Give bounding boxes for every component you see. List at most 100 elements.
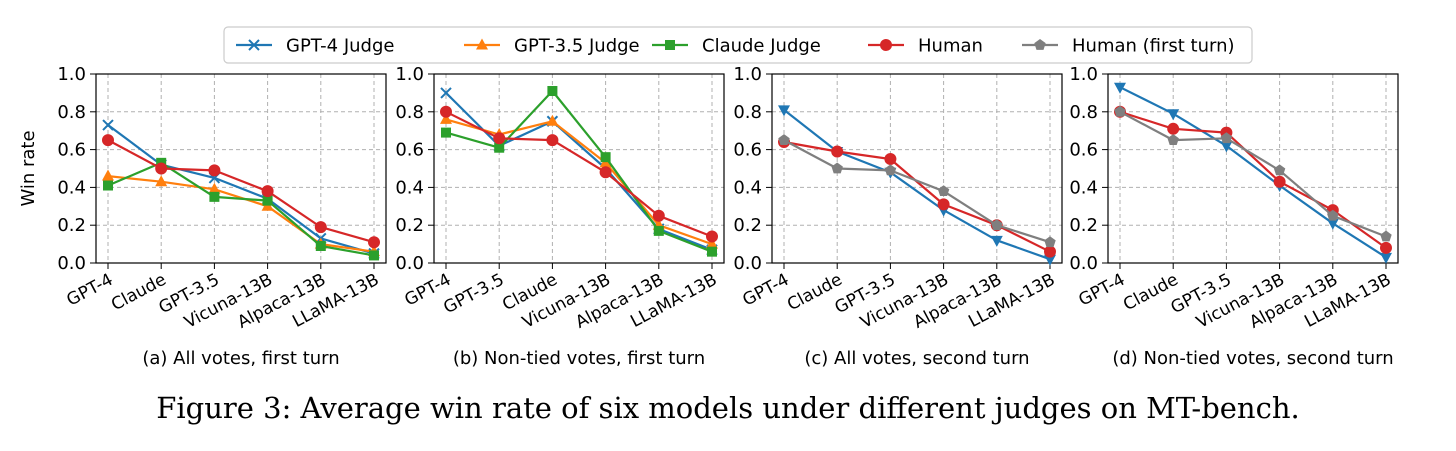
data-point [1327,209,1339,221]
data-point [261,185,274,198]
data-point [1380,241,1392,254]
x-tick-label: GPT-4 [740,270,793,311]
y-tick-label: 0.2 [395,215,424,236]
y-tick-label: 0.2 [57,215,86,236]
y-tick-label: 1.0 [1069,64,1098,85]
y-tick-label: 0.4 [1069,177,1098,198]
y-tick-label: 0.4 [395,177,424,198]
data-point [884,153,897,166]
data-point [1380,252,1392,264]
data-point [1044,254,1056,266]
plot-frame [433,73,725,264]
legend-label: Claude Judge [702,36,821,57]
data-point [494,142,505,153]
data-point [102,119,114,131]
series-gpt-4-judge [1114,82,1392,264]
series-line [783,139,1051,244]
y-tick-label: 0.0 [1069,253,1098,274]
legend-entry-human: Human [868,36,983,57]
legend-label: GPT-3.5 Judge [514,36,640,57]
plot-frame [771,73,1063,264]
data-point [991,219,1003,231]
data-point [1220,141,1233,153]
data-point [706,237,718,249]
data-point [314,221,327,234]
plot-frame [1107,73,1399,264]
data-point [315,240,326,251]
series-gpt-4-judge [440,87,718,256]
y-tick-label: 0.4 [57,177,86,198]
data-point [102,169,114,181]
data-point [937,198,950,211]
legend-entry-gpt-3-5-judge: GPT-3.5 Judge [464,36,640,57]
series-gpt-4-judge [102,119,380,260]
data-point [1167,109,1180,121]
panel-d: 0.00.20.40.60.81.0GPT-4ClaudeGPT-3.5Vicu… [1069,64,1399,369]
legend-marker [1034,39,1046,50]
legend-entry-claude-judge: Claude Judge [652,36,821,57]
panel-caption: (a) All votes, first turn [142,348,339,369]
legend-label: Human [918,36,983,57]
x-tick-label: GPT-4 [64,270,117,311]
series-line [1119,110,1387,249]
data-point [652,209,665,222]
y-tick-label: 0.8 [57,102,86,123]
y-tick-label: 0.4 [733,177,762,198]
y-tick-label: 0.2 [733,215,762,236]
data-point [937,185,950,196]
data-point [706,230,718,243]
figure-caption: Figure 3: Average win rate of six models… [156,391,1300,425]
data-point [1326,218,1339,230]
legend-frame [223,26,1253,64]
data-point [778,105,790,117]
series-line [1119,110,1387,238]
data-point [493,132,506,145]
legend-marker [248,39,260,51]
y-tick-label: 0.6 [395,140,424,161]
data-point [1114,105,1126,117]
data-point [546,114,559,126]
panel-c: 0.00.20.40.60.81.0GPT-4ClaudeGPT-3.5Vicu… [733,64,1063,369]
legend-marker [880,39,892,51]
legend-marker [476,38,488,50]
y-tick-label: 0.6 [733,140,762,161]
y-tick-label: 0.8 [733,102,762,123]
data-point [831,162,843,174]
data-point [262,195,273,206]
data-point [653,225,664,236]
legend-marker [665,40,675,50]
data-point [884,164,897,176]
data-point [1044,236,1056,248]
data-point [208,182,221,194]
data-point [368,236,380,249]
series-line [107,124,375,255]
data-point [990,235,1003,247]
data-point [208,164,221,177]
series-line [783,140,1051,253]
panel-a: 0.00.20.40.60.81.0GPT-4ClaudeGPT-3.5Vicu… [57,64,387,369]
data-point [1114,82,1126,94]
series-line [107,161,375,257]
legend-label: GPT-4 Judge [286,36,394,57]
series-line [107,139,375,244]
legend-entry-gpt-4-judge: GPT-4 Judge [236,36,394,57]
data-point [155,162,168,175]
series-line [445,118,713,246]
data-point [546,134,559,147]
data-point [547,86,558,97]
y-tick-label: 0.0 [733,253,762,274]
y-tick-label: 1.0 [733,64,762,85]
data-point [209,191,220,202]
data-point [600,152,611,163]
series-gpt-4-judge [778,105,1056,266]
y-tick-label: 0.6 [1069,140,1098,161]
data-point [599,166,612,179]
y-tick-label: 1.0 [57,64,86,85]
series-human [440,105,718,243]
chart-panels: Win rate0.00.20.40.60.81.0GPT-4ClaudeGPT… [18,64,1399,369]
data-point [831,145,844,158]
data-point [778,134,790,145]
data-point [441,127,451,138]
data-point [1380,230,1392,242]
